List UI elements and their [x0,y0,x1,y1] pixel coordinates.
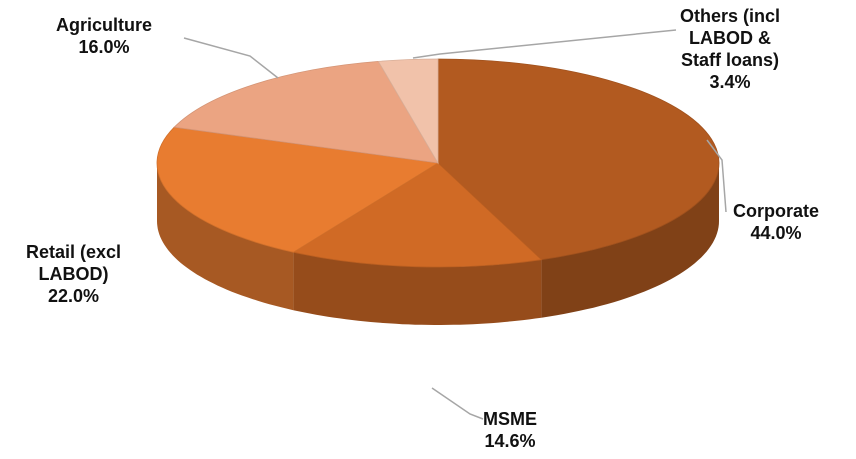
label-retail-line-2: LABOD) [38,264,109,284]
pie-slice-others-incl-labod-staff-loans [377,58,439,165]
pie-slice-msme [292,162,543,268]
pie-side-retail-excl-labod [157,163,294,311]
leader-line-agriculture [183,37,279,79]
label-corporate-line-1: Corporate [733,201,820,221]
pie-side-msme [293,252,542,325]
pie-slice-corporate [437,58,720,261]
label-msme: MSME 14.6% [483,408,537,452]
label-others-value: 3.4% [709,72,751,92]
leader-line-msme [431,387,484,420]
leader-lines [183,29,727,420]
label-corporate: Corporate 44.0% [733,200,819,244]
label-agriculture: Agriculture 16.0% [56,14,152,58]
label-msme-value: 14.6% [484,431,536,451]
label-retail-value: 22.0% [48,286,100,306]
label-retail: Retail (excl LABOD) 22.0% [26,241,121,307]
label-agriculture-line-1: Agriculture [56,15,153,35]
pie-sides [157,163,719,325]
label-others-line-1: Others (incl [680,6,781,26]
label-corporate-value: 44.0% [750,223,802,243]
label-others-line-2: LABOD & [689,28,772,48]
pie-side-corporate [541,163,719,318]
label-others-line-3: Staff loans) [681,50,780,70]
pie-slice-agriculture [173,60,439,164]
label-retail-line-1: Retail (excl [26,242,122,262]
label-agriculture-value: 16.0% [78,37,130,57]
leader-line-corporate [706,139,727,213]
label-others: Others (incl LABOD & Staff loans) 3.4% [680,5,780,93]
label-msme-line-1: MSME [483,409,537,429]
pie-slice-retail-excl-labod [156,126,440,253]
pie-slices [156,58,720,268]
leader-line-others [412,29,677,59]
